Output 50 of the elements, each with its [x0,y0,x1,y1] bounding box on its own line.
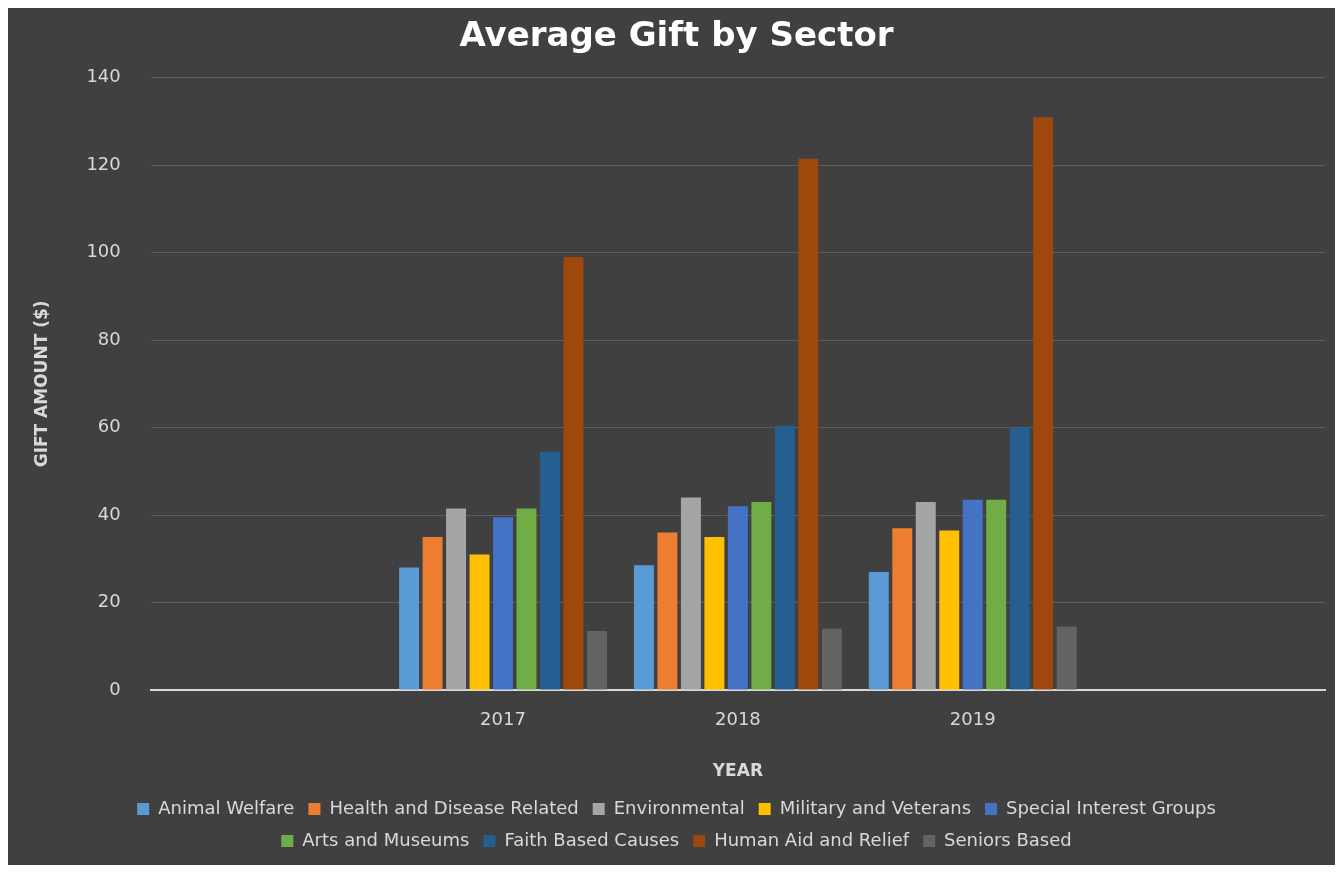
legend-label: Health and Disease Related [329,796,579,818]
bar [633,565,654,690]
bar [986,499,1007,690]
y-tick-label: 100 [86,240,121,262]
bar [704,536,725,690]
y-tick-label: 0 [109,677,121,699]
y-tick-label: 40 [97,502,121,524]
bar [868,571,889,690]
y-tick-label: 140 [86,65,121,87]
bar [657,532,678,690]
x-tick-label: 2018 [714,708,761,730]
y-axis-title: GIFT AMOUNT ($) [30,300,51,468]
bar [446,508,467,690]
x-tick-label: 2019 [949,708,996,730]
bar [751,501,772,690]
bar [516,508,537,690]
bar [1056,626,1077,690]
legend-label: Human Aid and Relief [714,828,910,850]
chart-title: Average Gift by Sector [459,14,894,55]
legend-label: Military and Veterans [779,796,972,818]
legend-label: Environmental [613,796,745,818]
y-tick-label: 20 [97,590,121,612]
bar [1033,117,1054,690]
bar [680,497,701,690]
bar [540,451,560,690]
bar [586,630,607,690]
legend-label: Arts and Museums [302,828,470,850]
bar [774,425,795,690]
bar [892,528,913,690]
bar [939,530,960,690]
legend-label: Animal Welfare [158,796,295,818]
bar [1009,427,1030,690]
y-tick-label: 60 [97,415,121,437]
legend-label: Special Interest Groups [1006,796,1216,818]
y-tick-label: 80 [97,327,121,349]
y-tick-label: 120 [86,152,121,174]
bar [915,501,936,690]
legend-label: Seniors Based [944,828,1072,850]
bar [962,499,983,690]
bar [399,567,420,690]
bar [727,506,748,690]
bar [798,158,819,690]
bar [493,517,514,690]
bar [469,554,490,690]
legend-label: Faith Based Causes [504,828,680,850]
x-tick-label: 2017 [480,708,526,730]
x-axis-title: YEAR [711,760,763,781]
bar [821,628,842,690]
bar [422,536,443,690]
bar [563,257,584,690]
